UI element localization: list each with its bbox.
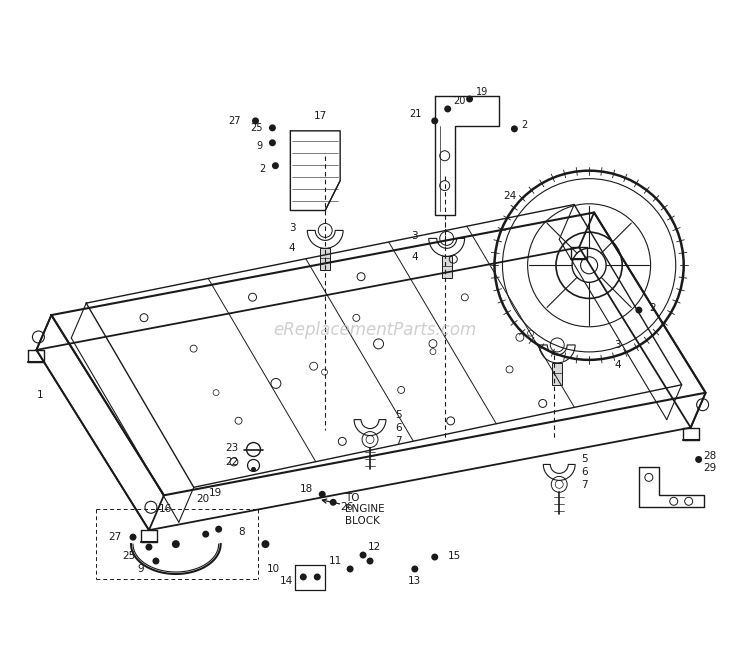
Text: 14: 14: [280, 576, 293, 586]
Text: 6: 6: [395, 422, 401, 432]
Text: 4: 4: [289, 244, 296, 254]
Text: 3: 3: [411, 232, 418, 242]
Text: 5: 5: [581, 454, 588, 465]
Circle shape: [314, 573, 321, 581]
Text: 9: 9: [256, 141, 262, 151]
Circle shape: [431, 117, 438, 124]
Text: 2: 2: [649, 303, 656, 313]
Circle shape: [152, 557, 160, 565]
Text: 3: 3: [614, 340, 620, 350]
Text: 10: 10: [267, 564, 280, 574]
Circle shape: [262, 540, 269, 548]
Text: 4: 4: [614, 360, 620, 370]
Text: 28: 28: [704, 451, 717, 461]
Text: 3: 3: [289, 224, 296, 234]
Circle shape: [511, 125, 518, 132]
Text: 29: 29: [704, 463, 717, 473]
Text: 11: 11: [329, 556, 342, 566]
Text: 2: 2: [260, 164, 266, 173]
Circle shape: [346, 565, 353, 573]
Text: 20: 20: [454, 96, 466, 106]
Bar: [320, 248, 330, 270]
Text: TO
ENGINE
BLOCK: TO ENGINE BLOCK: [322, 493, 385, 526]
Circle shape: [269, 139, 276, 146]
Text: 24: 24: [503, 191, 516, 201]
Text: 13: 13: [408, 576, 422, 586]
Circle shape: [269, 124, 276, 131]
Text: 23: 23: [225, 442, 238, 453]
Text: 25: 25: [250, 123, 262, 133]
Text: 22: 22: [225, 457, 238, 467]
Text: 7: 7: [581, 481, 588, 491]
Text: 8: 8: [238, 527, 245, 537]
Circle shape: [146, 544, 152, 551]
Text: 7: 7: [395, 436, 401, 446]
Circle shape: [319, 491, 326, 498]
Text: 27: 27: [108, 532, 121, 542]
Circle shape: [300, 573, 307, 581]
Text: 15: 15: [448, 551, 461, 561]
Text: 4: 4: [411, 252, 418, 262]
Circle shape: [695, 456, 702, 463]
Circle shape: [330, 498, 337, 506]
Circle shape: [251, 467, 256, 472]
Bar: [442, 256, 452, 278]
Text: 9: 9: [137, 564, 144, 574]
Text: 1: 1: [37, 390, 44, 400]
Circle shape: [172, 540, 180, 548]
Circle shape: [252, 117, 259, 124]
Circle shape: [466, 95, 473, 103]
Text: 21: 21: [410, 109, 422, 119]
Circle shape: [272, 162, 279, 169]
Text: 25: 25: [122, 551, 135, 561]
Circle shape: [444, 105, 452, 113]
Bar: [552, 363, 562, 385]
Circle shape: [130, 534, 136, 541]
Text: 19: 19: [209, 489, 222, 498]
Text: 17: 17: [314, 111, 327, 121]
Text: 6: 6: [581, 467, 588, 477]
Text: 5: 5: [395, 410, 401, 420]
Text: 16: 16: [159, 504, 172, 514]
Text: 20: 20: [196, 495, 209, 504]
Text: 19: 19: [476, 87, 488, 97]
Text: 26: 26: [340, 502, 353, 512]
Text: 27: 27: [228, 116, 241, 126]
Circle shape: [367, 557, 374, 565]
Circle shape: [635, 307, 642, 314]
Text: 2: 2: [521, 120, 528, 130]
Circle shape: [431, 553, 438, 561]
Circle shape: [202, 531, 209, 538]
Circle shape: [215, 526, 222, 533]
Text: eReplacementParts.com: eReplacementParts.com: [273, 321, 477, 339]
Circle shape: [411, 565, 419, 573]
Text: 18: 18: [300, 485, 313, 495]
Circle shape: [359, 551, 367, 559]
Text: 12: 12: [368, 542, 381, 552]
